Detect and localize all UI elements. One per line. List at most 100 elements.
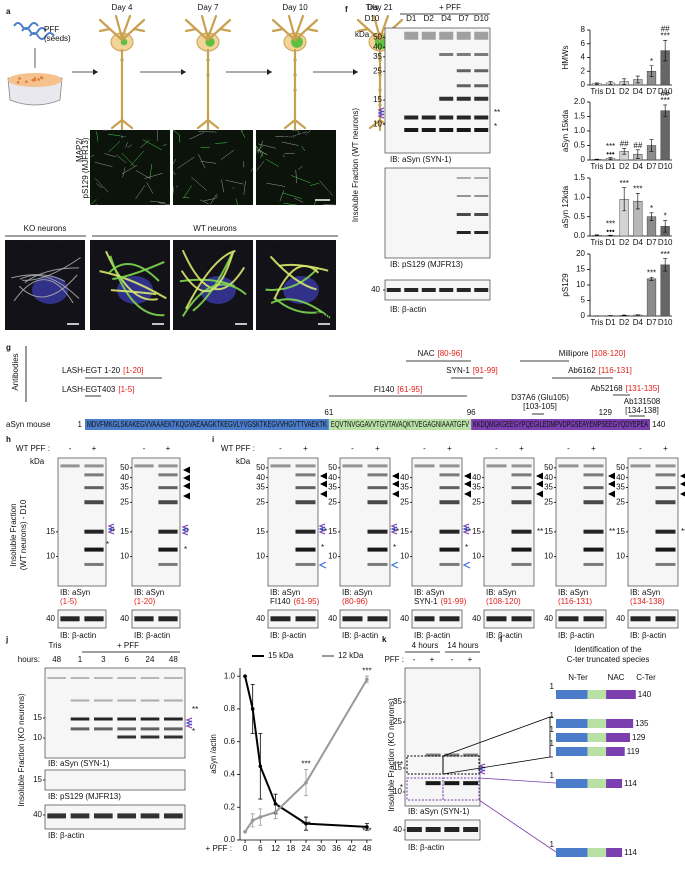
significance: ***: [362, 827, 371, 836]
label: Antibodies: [11, 353, 20, 390]
label: 35: [328, 483, 337, 492]
band: [474, 288, 488, 292]
label: [134-138]: [625, 406, 659, 415]
label: +: [663, 444, 668, 453]
band: [474, 53, 488, 56]
significance: ***: [633, 185, 642, 194]
band: [656, 563, 676, 566]
epitope: (91-99): [441, 597, 467, 606]
band: [84, 473, 103, 476]
label: 3: [101, 655, 106, 664]
label: IB: aSyn: [134, 588, 164, 597]
band: [296, 473, 316, 476]
band: [141, 677, 160, 679]
domain-cter: [606, 690, 636, 699]
band: [164, 677, 183, 679]
x-tick-label: 36: [332, 844, 341, 853]
x-tick-label: D4: [633, 318, 644, 327]
blot: [268, 458, 318, 586]
band: [439, 97, 453, 101]
label: *: [494, 122, 497, 131]
significance: *: [650, 204, 653, 213]
label: 48: [169, 655, 178, 664]
domain-nac: [588, 747, 606, 756]
label: Insoluble Fraction (KO neurons): [17, 693, 26, 807]
band: [158, 464, 177, 467]
band: [60, 616, 79, 621]
significance: •••: [606, 149, 615, 158]
arrowhead: [536, 491, 543, 498]
antibody-label: FI140[61-95]: [374, 385, 422, 394]
sequence: KKDQMGKGEEGYPQEGILEDMPVDPGSEAYEMPSEEGYQD…: [473, 420, 648, 429]
label: C-Ter: [636, 673, 656, 682]
band: [584, 486, 604, 489]
label: D10: [474, 14, 489, 23]
label: 40: [328, 473, 337, 482]
band: [457, 288, 471, 292]
band: [656, 530, 676, 534]
antibody-label: LASH-EGT 1-20[1-20]: [62, 366, 144, 375]
y-tick-label: 0.2: [224, 802, 236, 811]
label: Day 4: [120, 132, 141, 141]
label: 50: [256, 463, 265, 472]
domain-cter: [606, 747, 625, 756]
label: 35: [544, 483, 553, 492]
antibody-name: Ab6162: [568, 366, 596, 375]
label: 25: [616, 497, 625, 506]
band: [158, 473, 177, 476]
band: [141, 700, 160, 702]
label: 40: [120, 473, 129, 482]
clone: FI140: [270, 597, 291, 606]
domain-nac: [588, 719, 606, 728]
x-tick-label: D4: [633, 238, 644, 247]
bar: [661, 265, 670, 316]
label: IB: β-actin: [558, 631, 594, 640]
band: [584, 500, 604, 504]
residue-end: 140: [638, 690, 652, 699]
label: N-Ter: [568, 673, 588, 682]
band: [474, 213, 488, 216]
cell: [17, 81, 20, 84]
band: [656, 464, 676, 467]
panel-letter: e: [259, 243, 264, 252]
significance: *: [650, 57, 653, 66]
label: PFF :: [384, 655, 404, 664]
label: 35: [373, 52, 382, 61]
band: [463, 781, 478, 785]
label: 35: [616, 483, 625, 492]
band: [512, 616, 532, 621]
band: [474, 84, 488, 87]
axis-title: + PFF :: [206, 844, 232, 853]
label: +: [447, 444, 452, 453]
band: [457, 177, 471, 179]
label: 40: [373, 42, 382, 51]
band: [141, 718, 160, 721]
band: [404, 288, 418, 292]
clone: SYN-1: [414, 597, 438, 606]
band: [84, 563, 103, 566]
label: **: [609, 527, 615, 536]
band: [440, 563, 460, 566]
band: [584, 616, 604, 621]
band: [134, 616, 153, 621]
residue-end: 135: [635, 719, 649, 728]
label: 61: [324, 408, 333, 417]
label: **: [537, 527, 543, 536]
band: [71, 718, 90, 721]
label: KO neurons: [24, 224, 67, 233]
label: 140: [652, 420, 666, 429]
label: 35: [472, 483, 481, 492]
y-tick-label: 1.0: [224, 671, 236, 680]
x-tick-label: Tris: [590, 162, 603, 171]
residue-end: 129: [632, 733, 646, 742]
label: 1: [78, 655, 83, 664]
x-tick-label: D2: [619, 318, 630, 327]
sequence: EQVTNVGGAVVTGVTAVAQKTVEGAGNIAAATGFV: [331, 420, 470, 429]
label: p62: [272, 243, 286, 252]
band: [512, 548, 532, 552]
band: [440, 530, 460, 534]
arrow-mark: [464, 562, 470, 568]
epitope: (1-20): [134, 597, 156, 606]
blot: [484, 458, 534, 586]
band: [559, 464, 579, 467]
